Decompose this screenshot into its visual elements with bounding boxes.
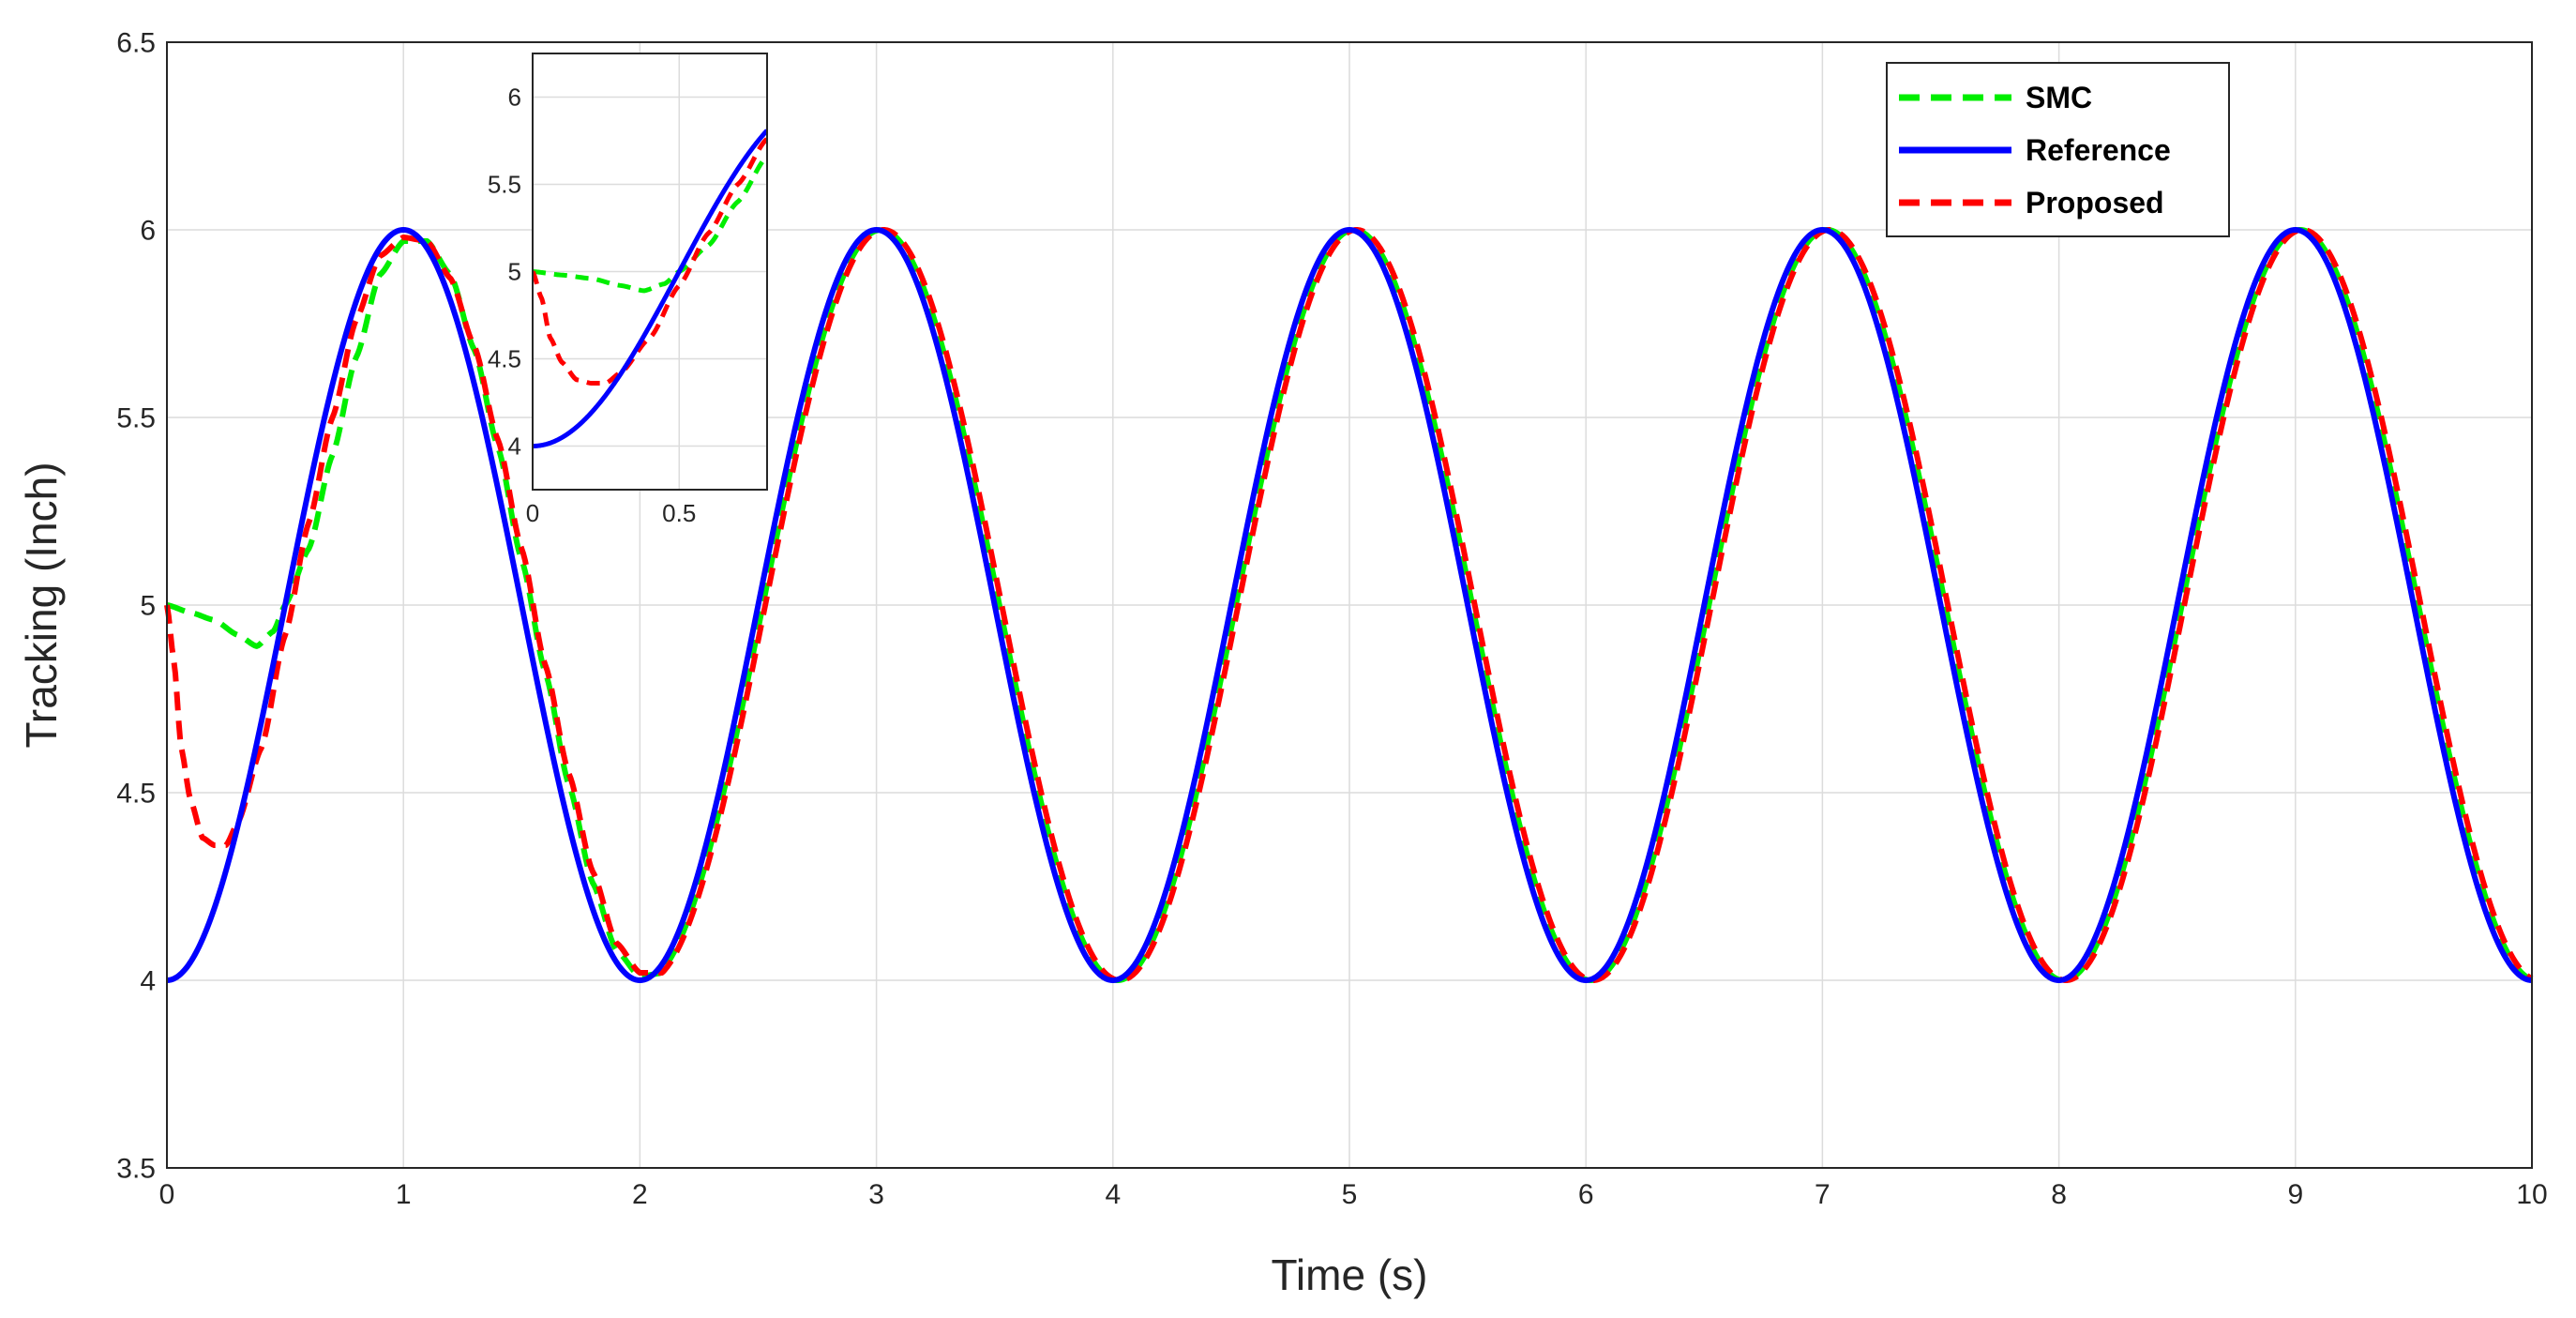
inset-series-line-reference — [533, 129, 767, 448]
main-x-tick-label: 0 — [159, 1179, 175, 1210]
legend-item-proposed: Proposed — [1899, 186, 2164, 220]
y-axis-label: Tracking (Inch) — [17, 462, 66, 748]
legend-label-proposed: Proposed — [2026, 186, 2164, 220]
main-y-tick-label: 6 — [140, 216, 156, 247]
main-y-tick-label: 4 — [140, 966, 156, 997]
inset-y-tick-label: 4.5 — [488, 345, 521, 373]
main-x-tick-labels: 0 1 2 3 4 5 6 7 8 9 10 — [159, 1179, 2548, 1210]
main-series-line-reference — [165, 227, 2534, 983]
main-y-tick-label: 6.5 — [116, 28, 156, 59]
legend-label-reference: Reference — [2026, 133, 2171, 167]
main-y-tick-labels: 3.5 4 4.5 5 5.5 6 6.5 — [116, 28, 156, 1185]
main-x-tick-label: 2 — [632, 1179, 648, 1210]
legend: SMC Reference Proposed — [1886, 62, 2230, 237]
main-x-tick-label: 4 — [1105, 1179, 1121, 1210]
legend-item-smc: SMC — [1899, 81, 2092, 114]
inset-series-line-smc — [533, 154, 767, 294]
main-y-tick-label: 5 — [140, 591, 156, 622]
main-x-tick-label: 3 — [868, 1179, 884, 1210]
inset-y-tick-label: 4 — [508, 432, 521, 461]
main-y-tick-label: 3.5 — [116, 1154, 156, 1185]
legend-label-smc: SMC — [2026, 81, 2092, 114]
main-x-tick-label: 5 — [1342, 1179, 1358, 1210]
inset-series-line-proposed — [533, 137, 767, 386]
main-x-tick-label: 7 — [1815, 1179, 1830, 1210]
main-x-tick-label: 10 — [2516, 1179, 2547, 1210]
legend-box — [1886, 62, 2230, 237]
main-series-group — [164, 227, 2534, 983]
main-x-tick-label: 1 — [396, 1179, 412, 1210]
inset-x-tick-label: 0 — [526, 499, 539, 527]
main-plot-frame — [166, 41, 2533, 1169]
inset-x-tick-labels: 0 0.5 — [526, 499, 697, 527]
inset-y-tick-label: 6 — [508, 83, 521, 112]
inset-x-tick-label: 0.5 — [662, 499, 696, 527]
inset-plot-area: 0 0.5 44.555.56 — [488, 53, 768, 527]
inset-y-tick-labels: 4 4.5 5 5.5 6 — [488, 83, 521, 461]
main-x-tick-label: 6 — [1578, 1179, 1594, 1210]
x-axis-label: Time (s) — [1272, 1250, 1428, 1299]
legend-item-reference: Reference — [1899, 133, 2171, 167]
main-x-tick-label: 9 — [2287, 1179, 2303, 1210]
main-x-tick-label: 8 — [2051, 1179, 2067, 1210]
inset-plot-frame — [532, 53, 768, 491]
inset-y-tick-label: 5.5 — [488, 171, 521, 199]
main-y-tick-label: 5.5 — [116, 403, 156, 434]
main-y-tick-label: 4.5 — [116, 779, 156, 810]
inset-y-tick-label: 5 — [508, 258, 521, 286]
inset-series-group — [533, 129, 767, 448]
